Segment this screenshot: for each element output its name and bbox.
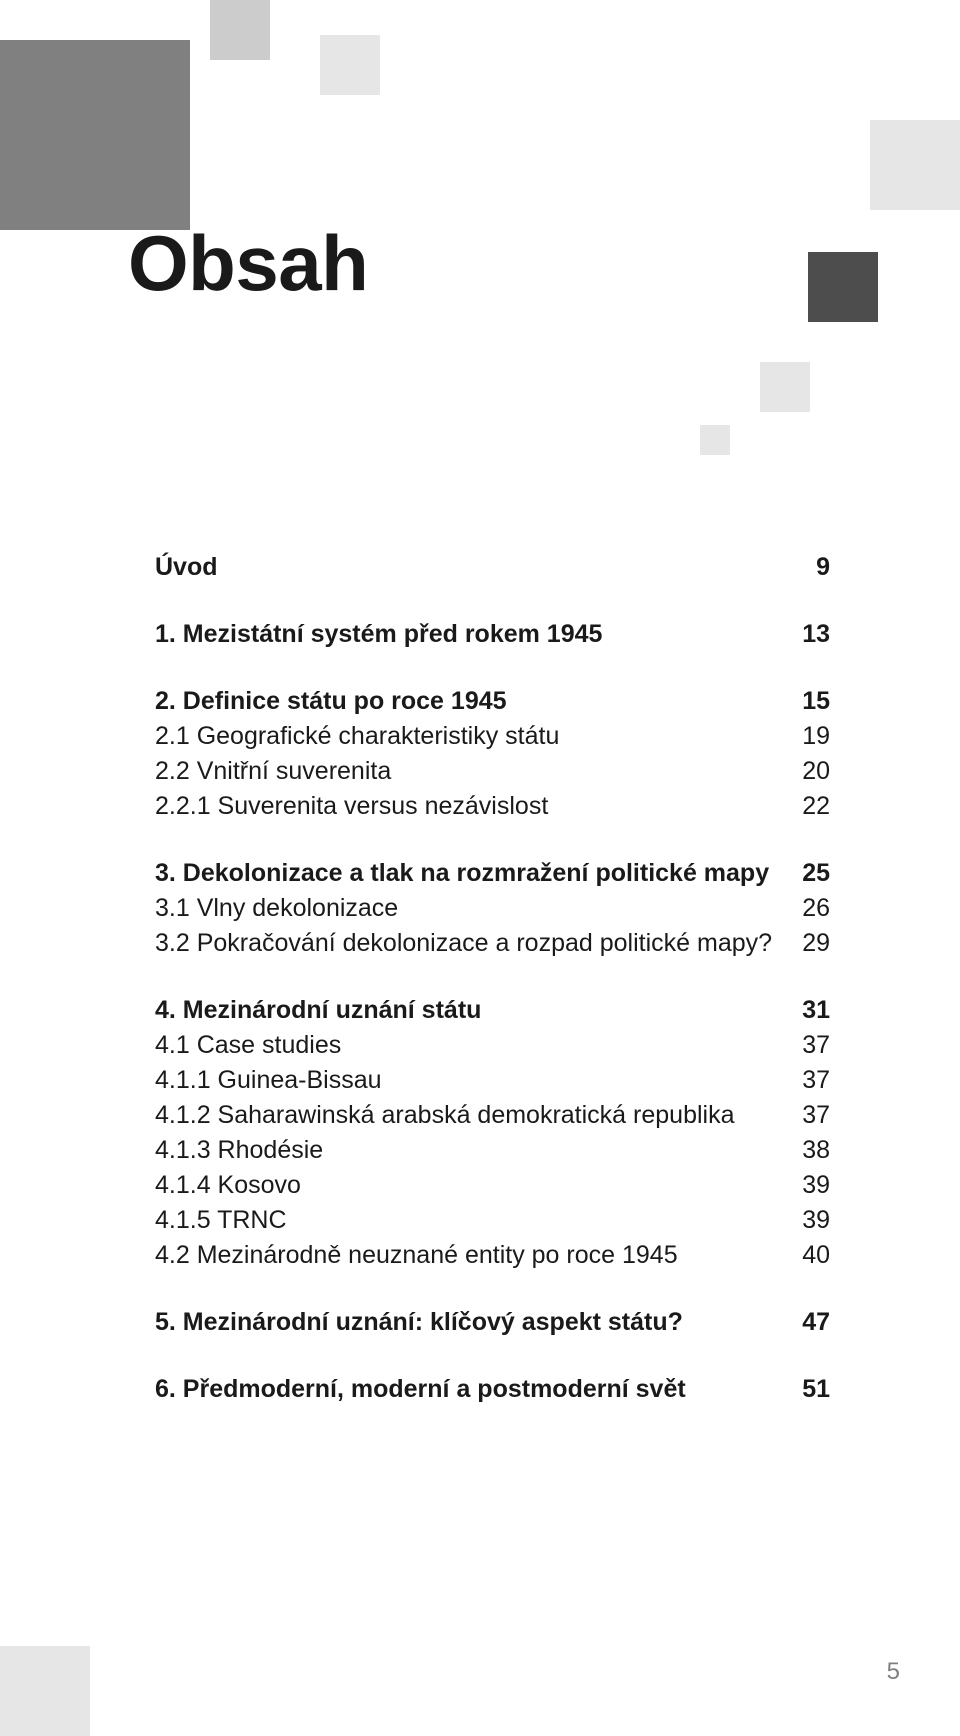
toc-entry-label: 6. Předmoderní, moderní a postmoderní sv… <box>155 1377 686 1402</box>
toc-entry: Úvod 9 <box>155 555 830 580</box>
toc-entry: 3. Dekolonizace a tlak na rozmražení pol… <box>155 861 830 886</box>
toc-entry: 4.1.2 Saharawinská arabská demokratická … <box>155 1103 830 1128</box>
toc-entry-page: 47 <box>782 1310 830 1335</box>
toc-entry-label: Úvod <box>155 555 218 580</box>
toc-entry-label: 4.1.2 Saharawinská arabská demokratická … <box>155 1103 734 1128</box>
toc-entry-page: 37 <box>782 1033 830 1058</box>
toc-entry-label: 4.1.4 Kosovo <box>155 1173 301 1198</box>
toc-entry-label: 4.1.3 Rhodésie <box>155 1138 323 1163</box>
decor-square <box>760 362 810 412</box>
toc-entry: 2.2 Vnitřní suverenita 20 <box>155 759 830 784</box>
toc-entry-label: 2.2.1 Suverenita versus nezávislost <box>155 794 548 819</box>
decor-square <box>808 252 878 322</box>
toc-entry-label: 4.1 Case studies <box>155 1033 341 1058</box>
table-of-contents: Úvod 9 1. Mezistátní systém před rokem 194… <box>155 555 830 1402</box>
page-number: 5 <box>887 1658 900 1686</box>
toc-entry: 4.1.3 Rhodésie 38 <box>155 1138 830 1163</box>
toc-entry: 4. Mezinárodní uznání státu 31 <box>155 998 830 1023</box>
toc-entry-page: 20 <box>782 759 830 784</box>
toc-entry: 4.1.4 Kosovo 39 <box>155 1173 830 1198</box>
toc-entry-page: 15 <box>782 689 830 714</box>
toc-entry-label: 3.1 Vlny dekolonizace <box>155 896 398 921</box>
toc-entry-page: 51 <box>782 1377 830 1402</box>
decor-square <box>700 425 730 455</box>
decor-square <box>870 120 960 210</box>
toc-entry-page: 19 <box>782 724 830 749</box>
toc-entry-label: 4.1.1 Guinea-Bissau <box>155 1068 382 1093</box>
toc-entry-page: 39 <box>782 1173 830 1198</box>
toc-entry-page: 26 <box>782 896 830 921</box>
decor-square <box>0 1646 90 1736</box>
toc-entry-page: 40 <box>782 1243 830 1268</box>
toc-entry-page: 25 <box>782 861 830 886</box>
decor-square <box>210 0 270 60</box>
toc-entry-page: 37 <box>782 1103 830 1128</box>
toc-entry: 2. Definice státu po roce 1945 15 <box>155 689 830 714</box>
toc-entry-label: 2.2 Vnitřní suverenita <box>155 759 391 784</box>
toc-entry-label: 3.2 Pokračování dekolonizace a rozpad po… <box>155 931 772 956</box>
toc-entry-page: 13 <box>782 622 830 647</box>
toc-entry: 4.2 Mezinárodně neuznané entity po roce … <box>155 1243 830 1268</box>
decor-square <box>0 40 190 230</box>
toc-entry-label: 3. Dekolonizace a tlak na rozmražení pol… <box>155 861 769 886</box>
toc-entry-label: 5. Mezinárodní uznání: klíčový aspekt st… <box>155 1310 683 1335</box>
decor-square <box>320 35 380 95</box>
page-title: Obsah <box>128 218 368 309</box>
toc-entry-label: 2. Definice státu po roce 1945 <box>155 689 507 714</box>
toc-entry-page: 38 <box>782 1138 830 1163</box>
toc-entry-page: 37 <box>782 1068 830 1093</box>
toc-entry: 3.2 Pokračování dekolonizace a rozpad po… <box>155 931 830 956</box>
toc-entry-page: 31 <box>782 998 830 1023</box>
toc-entry: 6. Předmoderní, moderní a postmoderní sv… <box>155 1377 830 1402</box>
toc-entry: 1. Mezistátní systém před rokem 1945 13 <box>155 622 830 647</box>
toc-entry: 3.1 Vlny dekolonizace 26 <box>155 896 830 921</box>
toc-entry-label: 1. Mezistátní systém před rokem 1945 <box>155 622 602 647</box>
toc-entry: 2.1 Geografické charakteristiky státu 19 <box>155 724 830 749</box>
toc-entry-page: 39 <box>782 1208 830 1233</box>
toc-entry-label: 4. Mezinárodní uznání státu <box>155 998 481 1023</box>
toc-entry: 4.1.5 TRNC 39 <box>155 1208 830 1233</box>
toc-entry-label: 4.2 Mezinárodně neuznané entity po roce … <box>155 1243 678 1268</box>
toc-entry: 5. Mezinárodní uznání: klíčový aspekt st… <box>155 1310 830 1335</box>
toc-entry: 4.1.1 Guinea-Bissau 37 <box>155 1068 830 1093</box>
toc-entry-label: 2.1 Geografické charakteristiky státu <box>155 724 559 749</box>
toc-entry: 4.1 Case studies 37 <box>155 1033 830 1058</box>
toc-entry-page: 22 <box>782 794 830 819</box>
toc-entry-page: 9 <box>782 555 830 580</box>
toc-entry-page: 29 <box>782 931 830 956</box>
toc-entry-label: 4.1.5 TRNC <box>155 1208 287 1233</box>
toc-entry: 2.2.1 Suverenita versus nezávislost 22 <box>155 794 830 819</box>
